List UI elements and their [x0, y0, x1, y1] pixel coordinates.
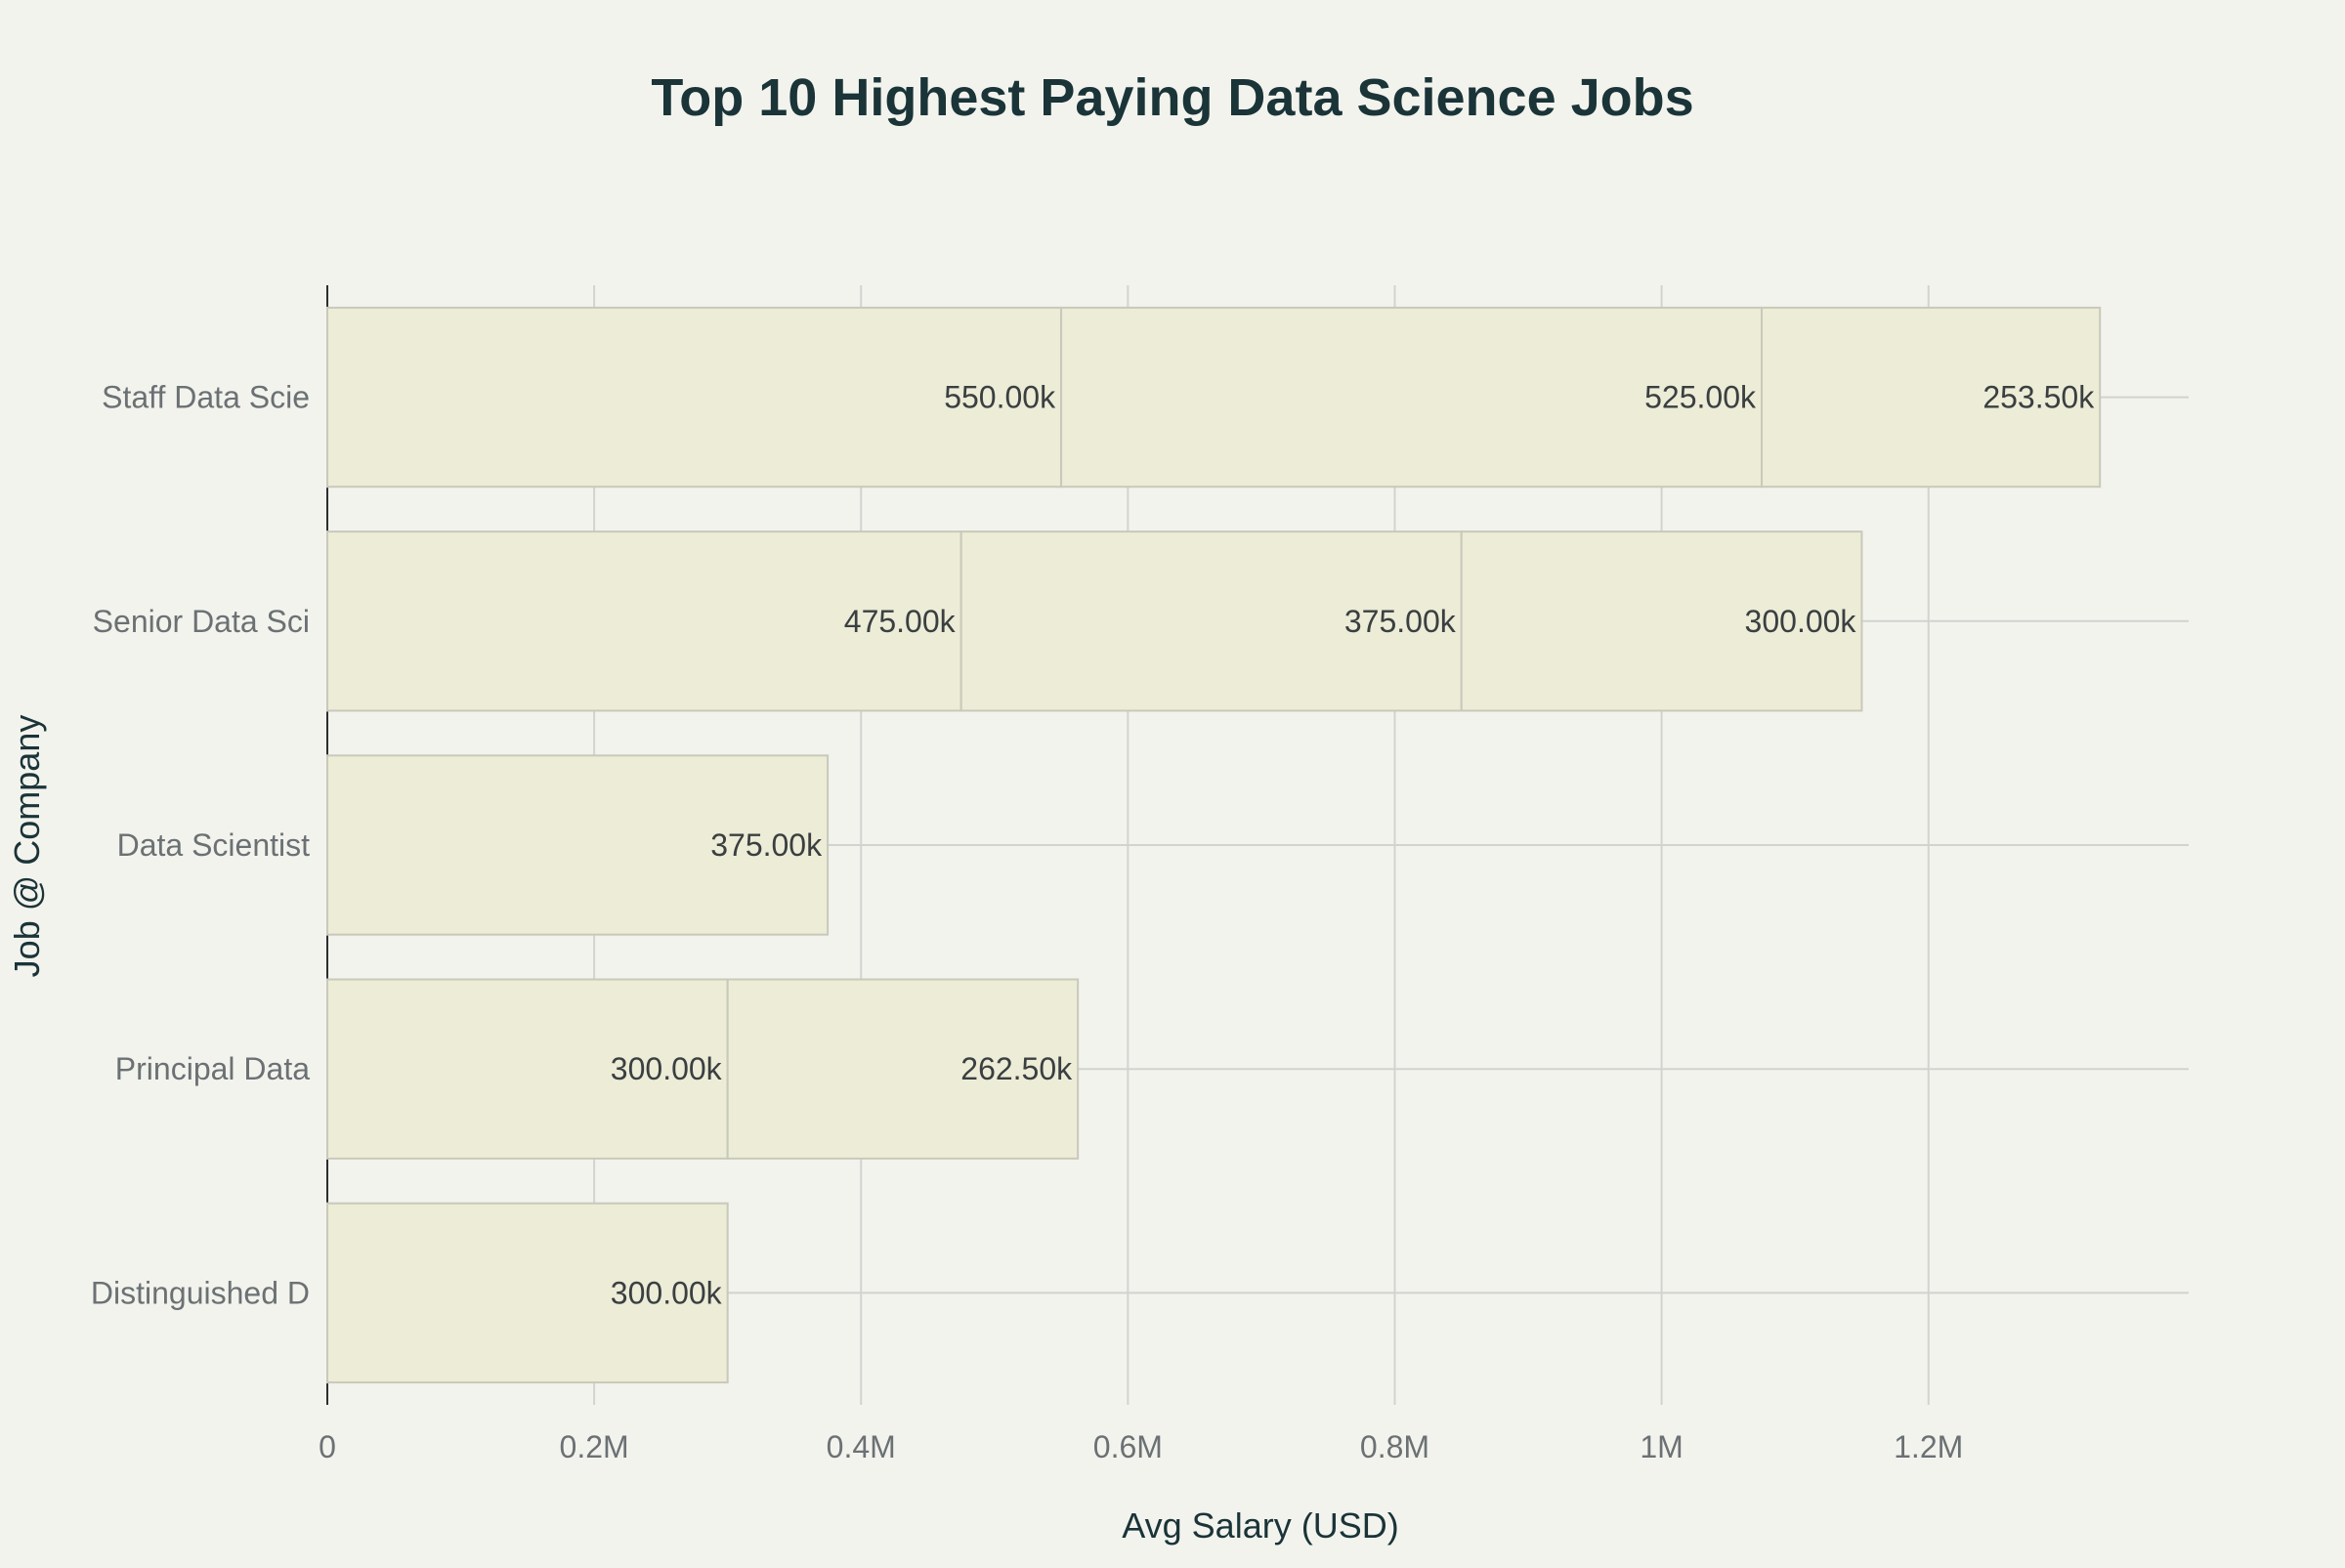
bar-value-label: 262.50k [960, 1051, 1073, 1086]
bar-value-label: 300.00k [1745, 604, 1857, 639]
bar-segment [1761, 306, 2102, 488]
bar-segment [1460, 530, 1863, 712]
bar-segment [326, 1202, 729, 1384]
bar-label-layer: 550.00k 525.00k 253.50k 475.00k 375.00k 300.0… [611, 380, 2095, 1311]
x-axis-title: Avg Salary (USD) [1122, 1505, 1398, 1546]
x-tick-label: 0.8M [1360, 1429, 1429, 1464]
category-label-layer: Staff Data Scie Senior Data Sci Data Scien… [91, 380, 310, 1311]
bar-value-label: 375.00k [1344, 604, 1457, 639]
y-category-label: Staff Data Scie [102, 380, 310, 415]
tick-layer: 0 0.2M 0.4M 0.6M 0.8M 1M 1.2M [319, 1429, 1963, 1464]
x-tick-label: 0.6M [1093, 1429, 1163, 1464]
bar-segment [326, 754, 830, 936]
bar-value-label: 525.00k [1644, 380, 1757, 415]
bar-segment [326, 530, 962, 712]
y-category-label: Data Scientist [117, 827, 311, 863]
bar-value-label: 300.00k [611, 1275, 723, 1310]
y-category-label: Principal Data [115, 1051, 310, 1086]
bar-value-label: 550.00k [944, 380, 1056, 415]
bar-segment [959, 530, 1463, 712]
bar-value-label: 253.50k [1983, 380, 2095, 415]
y-category-label: Senior Data Sci [93, 604, 310, 639]
bar-segment [326, 306, 1063, 488]
bar-segment [326, 978, 729, 1160]
bar-segment [726, 978, 1080, 1160]
chart-title: Top 10 Highest Paying Data Science Jobs [651, 68, 1693, 127]
bar-value-label: 375.00k [710, 827, 823, 863]
bar-value-label: 475.00k [844, 604, 957, 639]
x-tick-label: 1.2M [1894, 1429, 1963, 1464]
x-tick-label: 0.2M [560, 1429, 629, 1464]
bar-layer [326, 306, 2102, 1384]
x-tick-label: 0 [319, 1429, 336, 1464]
bar-value-label: 300.00k [611, 1051, 723, 1086]
y-axis-title: Job @ Company [7, 715, 47, 978]
x-tick-label: 1M [1640, 1429, 1683, 1464]
bar-segment [1060, 306, 1764, 488]
y-category-label: Distinguished D [91, 1275, 310, 1310]
x-tick-label: 0.4M [827, 1429, 896, 1464]
